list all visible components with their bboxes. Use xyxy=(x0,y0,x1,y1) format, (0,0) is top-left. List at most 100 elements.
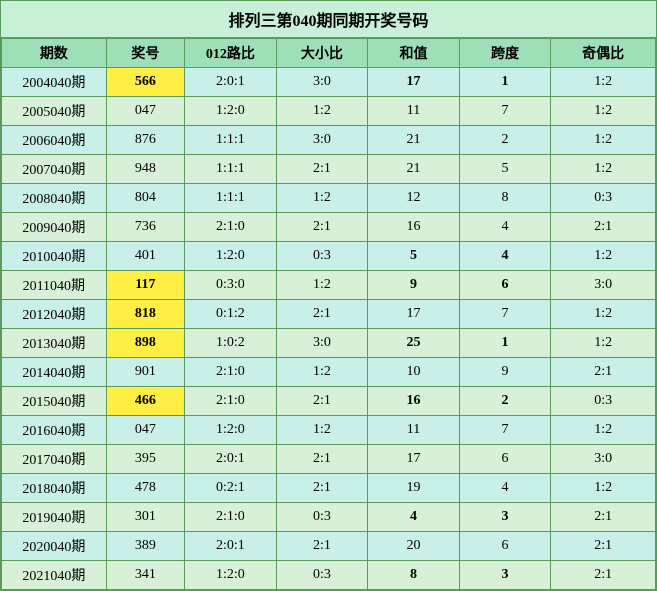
table-row: 2005040期0471:2:01:21171:2 xyxy=(2,97,656,126)
cell-sum: 4 xyxy=(368,503,460,532)
lottery-table: 期数奖号012路比大小比和值跨度奇偶比 2004040期5662:0:13:01… xyxy=(1,38,656,590)
cell-sum: 12 xyxy=(368,184,460,213)
cell-period: 2019040期 xyxy=(2,503,107,532)
cell-daxiao: 3:0 xyxy=(276,329,368,358)
cell-daxiao: 2:1 xyxy=(276,532,368,561)
cell-daxiao: 2:1 xyxy=(276,387,368,416)
cell-oddeven: 1:2 xyxy=(551,155,656,184)
cell-daxiao: 2:1 xyxy=(276,445,368,474)
cell-ratio012: 2:1:0 xyxy=(185,503,277,532)
cell-span: 7 xyxy=(459,97,551,126)
cell-num: 047 xyxy=(106,416,184,445)
cell-ratio012: 1:2:0 xyxy=(185,416,277,445)
cell-num: 736 xyxy=(106,213,184,242)
cell-span: 2 xyxy=(459,126,551,155)
cell-span: 6 xyxy=(459,271,551,300)
cell-period: 2004040期 xyxy=(2,68,107,97)
col-header-5: 跨度 xyxy=(459,39,551,68)
cell-ratio012: 1:2:0 xyxy=(185,561,277,590)
cell-oddeven: 3:0 xyxy=(551,445,656,474)
cell-num: 901 xyxy=(106,358,184,387)
table-container: 排列三第040期同期开奖号码 期数奖号012路比大小比和值跨度奇偶比 20040… xyxy=(0,0,657,591)
table-row: 2009040期7362:1:02:11642:1 xyxy=(2,213,656,242)
cell-ratio012: 2:1:0 xyxy=(185,387,277,416)
cell-span: 4 xyxy=(459,213,551,242)
cell-sum: 11 xyxy=(368,416,460,445)
cell-num: 389 xyxy=(106,532,184,561)
cell-sum: 5 xyxy=(368,242,460,271)
cell-daxiao: 3:0 xyxy=(276,126,368,155)
cell-oddeven: 1:2 xyxy=(551,97,656,126)
cell-sum: 21 xyxy=(368,155,460,184)
cell-ratio012: 0:3:0 xyxy=(185,271,277,300)
cell-ratio012: 2:1:0 xyxy=(185,213,277,242)
cell-sum: 11 xyxy=(368,97,460,126)
cell-ratio012: 1:0:2 xyxy=(185,329,277,358)
cell-period: 2016040期 xyxy=(2,416,107,445)
col-header-0: 期数 xyxy=(2,39,107,68)
cell-oddeven: 2:1 xyxy=(551,358,656,387)
cell-num: 117 xyxy=(106,271,184,300)
cell-span: 1 xyxy=(459,329,551,358)
table-row: 2020040期3892:0:12:12062:1 xyxy=(2,532,656,561)
cell-oddeven: 1:2 xyxy=(551,300,656,329)
cell-num: 341 xyxy=(106,561,184,590)
table-row: 2014040期9012:1:01:21092:1 xyxy=(2,358,656,387)
cell-oddeven: 3:0 xyxy=(551,271,656,300)
cell-span: 1 xyxy=(459,68,551,97)
table-row: 2012040期8180:1:22:11771:2 xyxy=(2,300,656,329)
cell-num: 301 xyxy=(106,503,184,532)
cell-ratio012: 1:1:1 xyxy=(185,155,277,184)
cell-period: 2008040期 xyxy=(2,184,107,213)
cell-span: 7 xyxy=(459,416,551,445)
cell-period: 2013040期 xyxy=(2,329,107,358)
cell-period: 2020040期 xyxy=(2,532,107,561)
cell-ratio012: 0:2:1 xyxy=(185,474,277,503)
cell-num: 876 xyxy=(106,126,184,155)
table-row: 2019040期3012:1:00:3432:1 xyxy=(2,503,656,532)
table-row: 2015040期4662:1:02:11620:3 xyxy=(2,387,656,416)
cell-daxiao: 2:1 xyxy=(276,155,368,184)
cell-num: 818 xyxy=(106,300,184,329)
cell-oddeven: 0:3 xyxy=(551,387,656,416)
cell-span: 5 xyxy=(459,155,551,184)
cell-oddeven: 1:2 xyxy=(551,474,656,503)
cell-num: 401 xyxy=(106,242,184,271)
cell-period: 2012040期 xyxy=(2,300,107,329)
cell-daxiao: 1:2 xyxy=(276,358,368,387)
cell-period: 2005040期 xyxy=(2,97,107,126)
cell-num: 898 xyxy=(106,329,184,358)
cell-daxiao: 2:1 xyxy=(276,213,368,242)
cell-num: 395 xyxy=(106,445,184,474)
col-header-2: 012路比 xyxy=(185,39,277,68)
cell-num: 566 xyxy=(106,68,184,97)
cell-num: 466 xyxy=(106,387,184,416)
cell-span: 8 xyxy=(459,184,551,213)
cell-period: 2007040期 xyxy=(2,155,107,184)
cell-num: 948 xyxy=(106,155,184,184)
table-row: 2008040期8041:1:11:21280:3 xyxy=(2,184,656,213)
cell-period: 2014040期 xyxy=(2,358,107,387)
cell-sum: 21 xyxy=(368,126,460,155)
cell-sum: 10 xyxy=(368,358,460,387)
cell-span: 3 xyxy=(459,503,551,532)
col-header-1: 奖号 xyxy=(106,39,184,68)
cell-daxiao: 3:0 xyxy=(276,68,368,97)
cell-span: 6 xyxy=(459,532,551,561)
cell-daxiao: 1:2 xyxy=(276,97,368,126)
cell-ratio012: 2:0:1 xyxy=(185,445,277,474)
cell-sum: 17 xyxy=(368,68,460,97)
cell-oddeven: 2:1 xyxy=(551,561,656,590)
cell-sum: 8 xyxy=(368,561,460,590)
cell-sum: 16 xyxy=(368,387,460,416)
cell-oddeven: 1:2 xyxy=(551,68,656,97)
cell-num: 047 xyxy=(106,97,184,126)
cell-oddeven: 2:1 xyxy=(551,213,656,242)
cell-span: 9 xyxy=(459,358,551,387)
cell-period: 2006040期 xyxy=(2,126,107,155)
cell-oddeven: 1:2 xyxy=(551,126,656,155)
table-row: 2017040期3952:0:12:11763:0 xyxy=(2,445,656,474)
cell-sum: 17 xyxy=(368,445,460,474)
col-header-6: 奇偶比 xyxy=(551,39,656,68)
cell-period: 2009040期 xyxy=(2,213,107,242)
